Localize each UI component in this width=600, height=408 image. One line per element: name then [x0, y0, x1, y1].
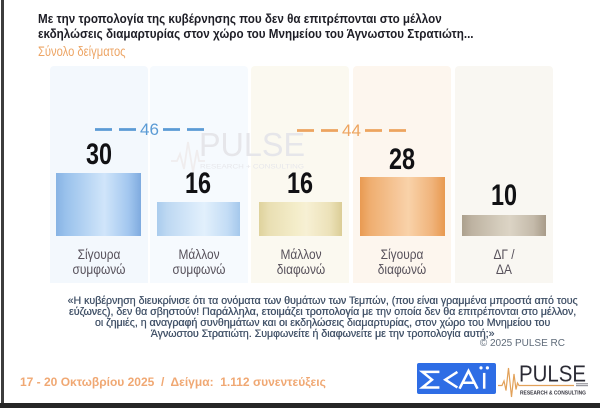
svg-text:46: 46: [140, 120, 159, 139]
svg-text:RESEARCH & CONSULTING: RESEARCH & CONSULTING: [520, 391, 586, 397]
svg-text:PULSE: PULSE: [199, 128, 305, 163]
svg-text:PULSE: PULSE: [519, 360, 586, 386]
svg-text:44: 44: [342, 121, 361, 140]
svg-text:RESEARCH + CONSULTING: RESEARCH + CONSULTING: [200, 165, 304, 171]
